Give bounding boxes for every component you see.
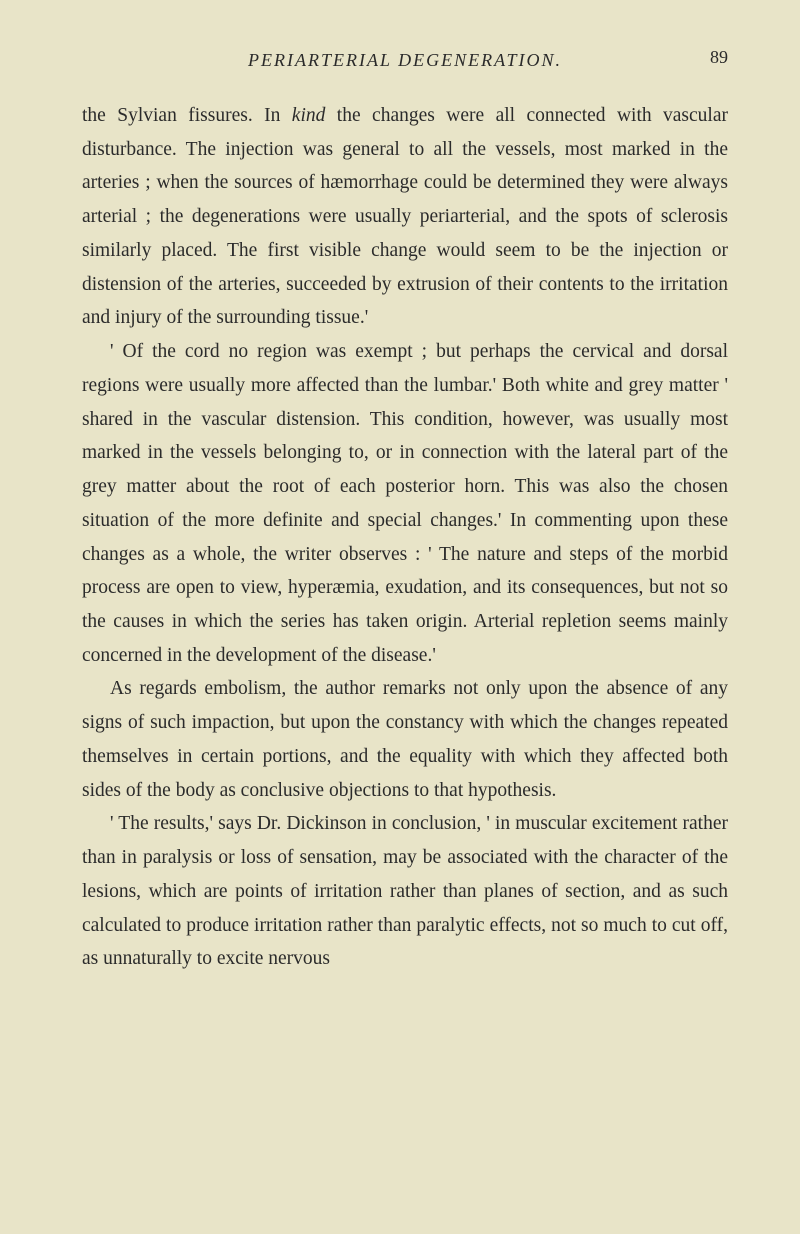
paragraph-1: the Sylvian fissures. In kind the change… xyxy=(82,99,728,335)
paragraph-4: ' The results,' says Dr. Dickinson in co… xyxy=(82,807,728,976)
p1-text-part1: the Sylvian fissures. In xyxy=(82,105,292,126)
paragraph-3: As regards embolism, the author remarks … xyxy=(82,672,728,807)
header-title: PERIARTERIAL DEGENERATION. xyxy=(248,50,562,71)
p1-italic-word: kind xyxy=(292,105,326,126)
paragraph-2: ' Of the cord no region was exempt ; but… xyxy=(82,335,728,672)
p1-text-part2: the changes were all connected with vasc… xyxy=(82,105,728,328)
page-number: 89 xyxy=(710,47,728,68)
body-content: the Sylvian fissures. In kind the change… xyxy=(82,99,728,976)
page-header: PERIARTERIAL DEGENERATION. 89 xyxy=(82,50,728,71)
